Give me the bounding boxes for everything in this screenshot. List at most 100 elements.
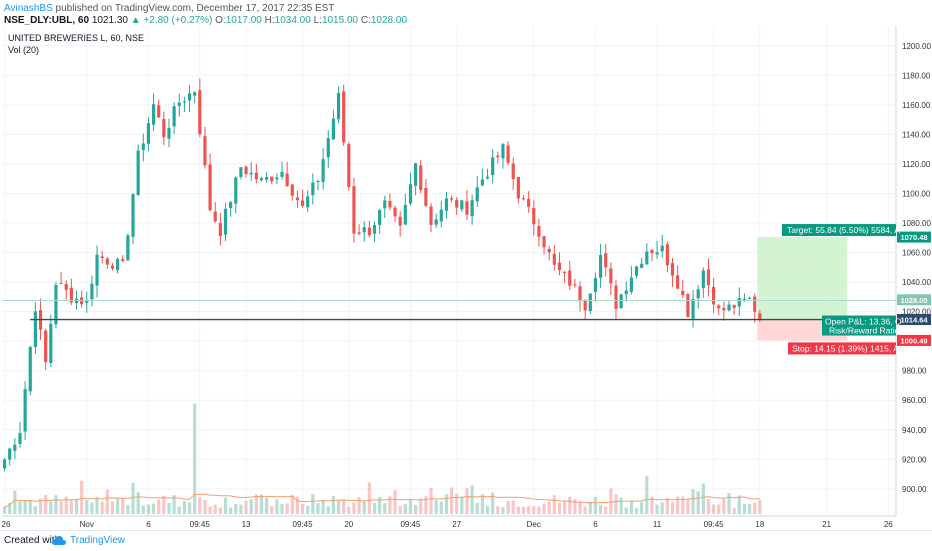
candle-body xyxy=(568,270,572,286)
price-tick-label: 1120.00 xyxy=(902,160,931,169)
candle-body xyxy=(275,177,279,180)
volume-bar xyxy=(742,503,747,514)
candle-body xyxy=(681,290,685,296)
candle-body xyxy=(203,136,207,166)
volume-bar xyxy=(126,505,130,514)
time-tick-label: Dec xyxy=(527,520,541,529)
candle-body xyxy=(629,277,633,292)
candle-body xyxy=(742,298,747,300)
axis-price-label-bg xyxy=(897,314,931,326)
volume-bar xyxy=(681,496,685,514)
price-chart-svg[interactable]: 1200.00 1180.00 1160.00 1140.00 1120.00 1100.… xyxy=(0,26,932,530)
candle-body xyxy=(172,106,176,127)
axes: 1200.00 1180.00 1160.00 1140.00 1120.00 1100.… xyxy=(2,26,931,529)
volume-bar xyxy=(254,494,258,514)
tradingview-brand-link[interactable]: TradingView xyxy=(70,535,126,546)
volume-bar xyxy=(290,494,294,514)
volume-bar xyxy=(475,502,479,514)
volume-bar xyxy=(516,506,520,514)
candle-body xyxy=(650,249,654,254)
volume-bar xyxy=(270,506,274,514)
axis-price-label: 1070.48 xyxy=(900,233,927,242)
chart-area[interactable]: 1200.00 1180.00 1160.00 1140.00 1120.00 1100.… xyxy=(0,26,932,530)
candle-body xyxy=(85,300,89,303)
candle-body xyxy=(208,164,212,211)
time-tick-label: 26 xyxy=(884,520,893,529)
target-label: Target: 55.84 (5.50%) 5584, A xyxy=(787,225,900,235)
candle-body xyxy=(706,269,711,286)
volume-ma-line xyxy=(4,493,760,508)
volume-bar xyxy=(146,504,151,514)
close-value: 1028.00 xyxy=(370,15,408,26)
candle-body xyxy=(419,165,423,190)
volume-bar xyxy=(419,498,423,514)
volume-bar xyxy=(54,495,58,514)
volume-bar xyxy=(285,503,289,514)
time-tick-label: 13 xyxy=(242,520,251,529)
candle-body xyxy=(665,244,669,266)
volume-bar xyxy=(80,480,84,514)
candle-body xyxy=(167,127,171,139)
high-label: H: xyxy=(264,15,275,26)
volume-bar xyxy=(449,487,454,514)
candle-body xyxy=(239,167,243,177)
volume-bar xyxy=(408,500,413,514)
price-tick-label: 1200.00 xyxy=(902,42,931,51)
volume-bar xyxy=(568,496,572,514)
volume-bar xyxy=(110,501,115,514)
volume-bar xyxy=(357,497,361,514)
volume-bar xyxy=(670,502,675,514)
candle-body xyxy=(151,104,156,125)
footer: Created with TradingView xyxy=(0,530,932,551)
horizontal-lines[interactable] xyxy=(2,300,896,321)
volume-bar xyxy=(604,506,608,514)
candle-body xyxy=(634,266,639,276)
volume-bar xyxy=(347,506,351,514)
volume-bar xyxy=(388,496,392,514)
candle-body xyxy=(583,300,587,311)
volume-bar xyxy=(239,504,243,514)
volume-bar xyxy=(640,501,644,514)
candle-body xyxy=(696,289,700,299)
time-tick-label: 11 xyxy=(653,520,662,529)
volume-bar xyxy=(105,489,109,514)
volume-bar xyxy=(609,488,613,514)
candle-body xyxy=(182,101,186,103)
tradingview-cloud-icon xyxy=(52,536,66,545)
volume-bar xyxy=(650,496,654,514)
price-tick-label: 920.00 xyxy=(902,455,927,464)
volume-bar xyxy=(506,500,510,514)
close-label: C: xyxy=(360,15,371,26)
candle-body xyxy=(727,304,731,311)
candle-body xyxy=(506,145,510,163)
candle-body xyxy=(244,166,248,175)
time-tick-label: 09:45 xyxy=(190,520,211,529)
candle-body xyxy=(44,330,48,363)
author-link[interactable]: AvinashBS xyxy=(4,3,53,14)
volume-bar xyxy=(424,496,428,514)
candle-body xyxy=(557,262,562,271)
volume-bar xyxy=(90,502,94,514)
candle-body xyxy=(95,254,99,286)
candle-body xyxy=(552,253,556,265)
candle-body xyxy=(265,177,269,180)
candle-body xyxy=(388,200,392,208)
volume-bar xyxy=(18,501,22,514)
volume-bar xyxy=(336,500,341,514)
candle-body xyxy=(300,200,305,206)
price-tick-label: 1180.00 xyxy=(902,71,931,80)
volume-bar xyxy=(429,488,433,514)
candle-body xyxy=(624,290,628,295)
candle-body xyxy=(54,284,58,325)
price-change: ▲ +2.80 (+0.27%) xyxy=(130,15,213,26)
open-value: 1017.00 xyxy=(225,15,262,26)
volume-bar xyxy=(583,506,587,514)
candle-body xyxy=(280,171,284,177)
volume-bar xyxy=(712,504,716,514)
volume-legend: Vol (20) xyxy=(8,45,39,55)
candle-body xyxy=(521,198,526,200)
candle-body xyxy=(193,92,197,96)
volume-bar xyxy=(455,493,459,514)
candle-body xyxy=(321,159,325,183)
volume-bar xyxy=(645,476,649,514)
